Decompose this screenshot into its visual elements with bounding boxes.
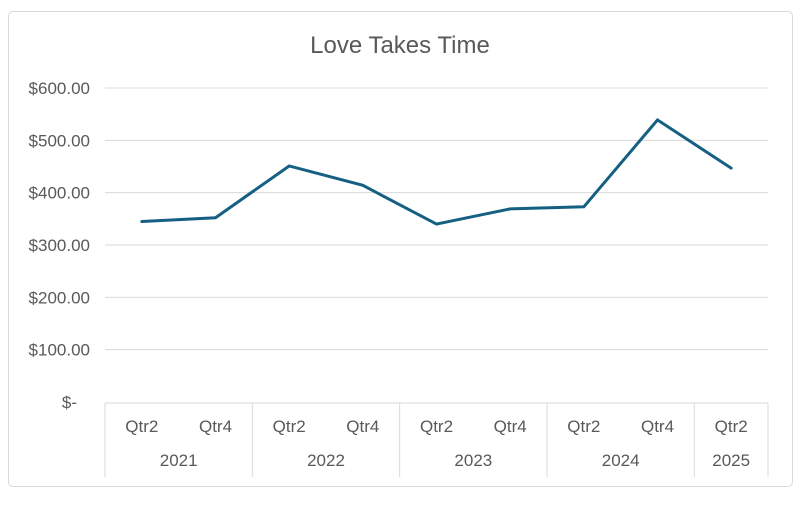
line-chart[interactable]: [8, 11, 793, 487]
